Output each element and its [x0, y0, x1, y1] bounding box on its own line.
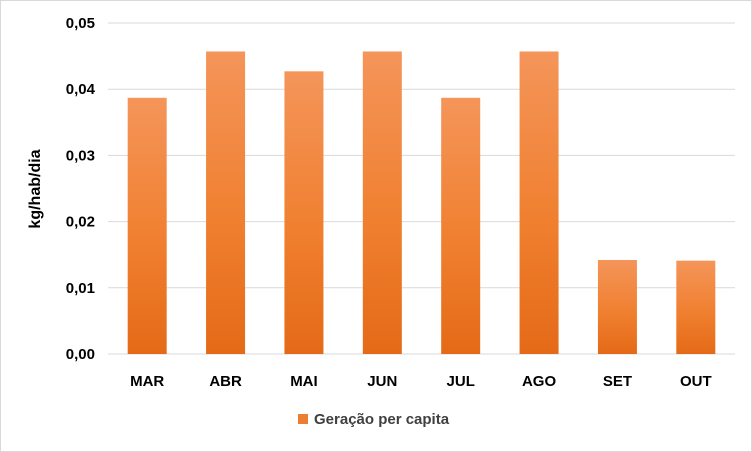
y-axis-label: kg/hab/dia — [27, 149, 44, 228]
legend: Geração per capita — [298, 411, 450, 428]
legend-swatch — [298, 414, 308, 424]
bars — [127, 51, 716, 355]
bar-mai — [284, 71, 324, 355]
bar-mar — [127, 97, 167, 354]
bar-out — [676, 260, 716, 354]
x-tick-label: MAR — [130, 373, 164, 390]
y-tick-label: 0,05 — [66, 15, 95, 32]
x-tick-label: AGO — [522, 373, 557, 390]
x-tick-label: JUN — [367, 373, 397, 390]
y-tick-label: 0,00 — [66, 346, 95, 363]
x-tick-label: SET — [603, 373, 632, 390]
y-tick-label: 0,01 — [66, 280, 95, 297]
x-tick-label: JUL — [447, 373, 475, 390]
bar-jul — [441, 97, 481, 354]
bar-set — [597, 259, 637, 354]
x-tick-label: ABR — [209, 373, 242, 390]
x-axis-ticks: MAR ABR MAI JUN JUL AGO SET OUT — [130, 373, 712, 390]
y-tick-label: 0,02 — [66, 214, 95, 231]
bar-jun — [362, 51, 402, 354]
y-tick-label: 0,03 — [66, 147, 95, 164]
x-tick-label: OUT — [680, 373, 712, 390]
x-tick-label: MAI — [290, 373, 318, 390]
bar-ago — [519, 51, 559, 354]
legend-label: Geração per capita — [314, 411, 450, 428]
gridlines — [108, 22, 735, 355]
y-axis-ticks: 0,00 0,01 0,02 0,03 0,04 0,05 — [66, 15, 96, 363]
y-tick-label: 0,04 — [66, 81, 96, 98]
bar-abr — [206, 51, 246, 354]
